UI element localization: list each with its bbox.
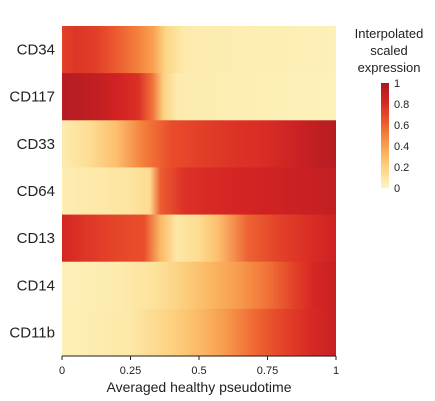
x-tick-label: 0.75 — [257, 365, 278, 377]
heatmap-row-cd11b — [62, 308, 336, 357]
heatmap-rows — [62, 26, 336, 357]
legend-tick-label: 0.4 — [394, 141, 409, 153]
heatmap-row-cd117 — [62, 73, 336, 121]
legend-tick-label: 0.6 — [394, 120, 409, 132]
heatmap-row-cd34 — [62, 26, 336, 74]
legend-tick-label: 1 — [394, 78, 400, 90]
color-legend: Interpolated scaled expression 1 0.8 0.6 0.4 0.… — [355, 26, 424, 195]
legend-title-line: scaled — [370, 43, 408, 58]
x-axis: 0 0.25 0.5 0.75 1 — [59, 355, 339, 377]
x-tick-label: 0 — [59, 365, 65, 377]
legend-tick-label: 0.2 — [394, 162, 409, 174]
legend-tick-label: 0 — [394, 183, 400, 195]
heatmap-row-cd64 — [62, 167, 336, 216]
legend-title-line: Interpolated — [355, 26, 424, 41]
x-tick-label: 0.25 — [120, 365, 141, 377]
heatmap-row-cd14 — [62, 261, 336, 310]
heatmap-row-cd13 — [62, 214, 336, 263]
row-label-cd117: CD117 — [9, 89, 55, 106]
x-tick-label: 0.5 — [191, 365, 206, 377]
row-label-cd33: CD33 — [17, 136, 55, 153]
row-label-cd11b: CD11b — [9, 324, 55, 341]
legend-color-bar — [381, 83, 389, 188]
row-label-cd13: CD13 — [17, 230, 55, 247]
legend-title-line: expression — [358, 60, 421, 75]
row-labels: CD34 CD117 CD33 CD64 CD13 CD14 CD11b — [9, 42, 55, 342]
row-label-cd34: CD34 — [17, 42, 55, 59]
legend-tick-label: 0.8 — [394, 99, 409, 111]
heatmap-row-cd33 — [62, 120, 336, 169]
x-axis-label: Averaged healthy pseudotime — [107, 379, 292, 395]
x-tick-label: 1 — [333, 365, 339, 377]
row-label-cd64: CD64 — [17, 183, 55, 200]
row-label-cd14: CD14 — [17, 277, 55, 294]
